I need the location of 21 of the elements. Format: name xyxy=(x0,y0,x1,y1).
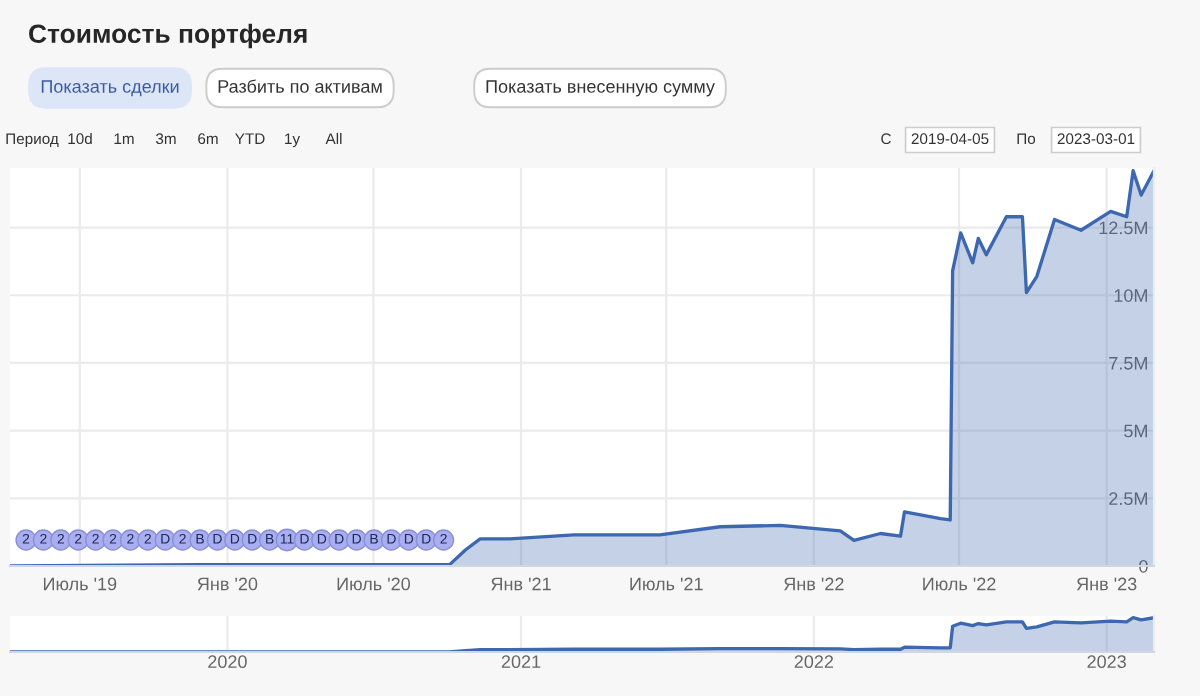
x-tick-label: Июль '19 xyxy=(43,577,117,591)
y-tick-label: 7.5M xyxy=(1109,357,1147,370)
y-tick-label: 5M xyxy=(1124,424,1147,438)
y-tick-label: 10M xyxy=(1114,289,1147,302)
text: Показать внесенную сумму xyxy=(486,80,715,97)
chart-title: Стоимость портфеля xyxy=(29,23,307,49)
x-tick-label: 2021 xyxy=(501,655,541,669)
x-tick-label: 2022 xyxy=(794,655,834,669)
x-tick-label: Июль '21 xyxy=(630,577,703,591)
x-tick-label: Янв '23 xyxy=(1076,577,1137,591)
x-tick-label: Июль '22 xyxy=(923,577,996,591)
text: Разбить по активам xyxy=(218,79,382,93)
y-tick-label: 2.5M xyxy=(1109,492,1147,506)
x-tick-label: Июль '20 xyxy=(337,577,411,591)
x-tick-label: Янв '21 xyxy=(491,577,551,591)
x-tick-label: Янв '20 xyxy=(197,577,258,591)
x-tick-label: 2023 xyxy=(1087,655,1126,669)
x-tick-label: 2020 xyxy=(208,655,247,669)
x-tick-label: Янв '22 xyxy=(784,577,844,591)
y-tick-label: 12.5M xyxy=(1099,221,1147,235)
text: Показать сделки xyxy=(41,80,179,97)
